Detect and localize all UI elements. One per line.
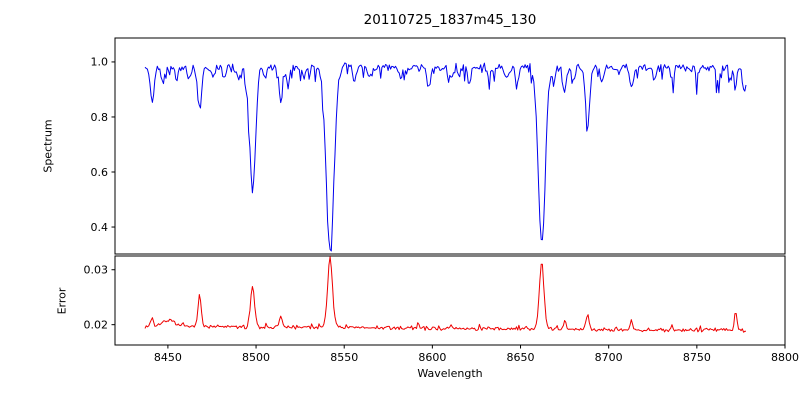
x-tick-label: 8450 — [154, 351, 182, 364]
spectrum-panel-border — [114, 37, 786, 255]
x-axis-label: Wavelength — [417, 367, 483, 380]
spectrum-y-tick-label: 0.4 — [91, 221, 109, 234]
x-tick-label: 8500 — [242, 351, 270, 364]
error-y-tick-label: 0.02 — [84, 318, 109, 331]
spectrum-line — [144, 62, 747, 252]
chart-title: 20110725_1837m45_130 — [363, 12, 537, 28]
x-tick-label: 8600 — [418, 351, 446, 364]
spectrum-y-tick-label: 1.0 — [91, 56, 109, 69]
error-y-tick-label: 0.03 — [84, 264, 109, 277]
x-tick-label: 8750 — [683, 351, 711, 364]
spectrum-y-tick-label: 0.6 — [91, 166, 109, 179]
error-panel-border — [114, 255, 786, 346]
x-tick-label: 8800 — [771, 351, 799, 364]
x-tick-label: 8550 — [330, 351, 358, 364]
x-tick-label: 8700 — [595, 351, 623, 364]
spectrum-y-tick-label: 0.8 — [91, 111, 109, 124]
x-tick-label: 8650 — [507, 351, 535, 364]
error-line — [144, 256, 747, 333]
